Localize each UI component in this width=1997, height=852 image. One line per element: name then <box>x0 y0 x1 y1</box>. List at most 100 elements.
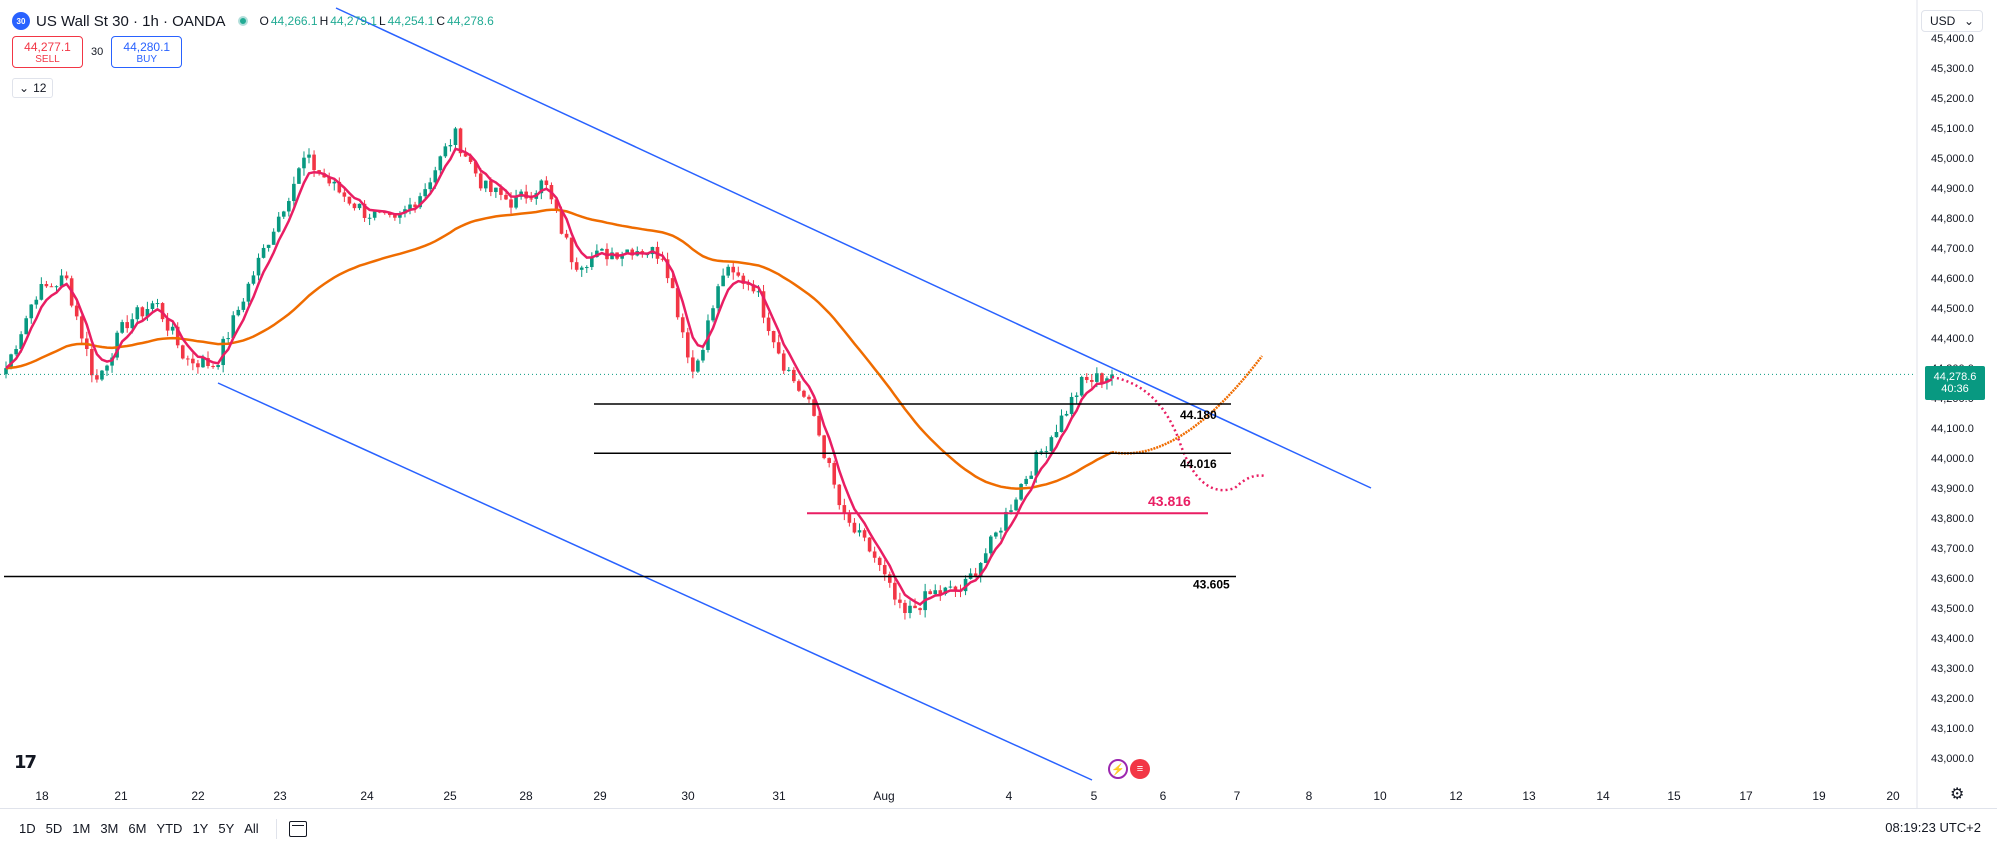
candle-body <box>443 146 448 157</box>
x-tick-label: 20 <box>1886 789 1900 803</box>
chart-canvas[interactable]: 43,000.0 43,100.0 43,200.0 43,300.0 43,400.0… <box>0 0 1997 808</box>
candle-body <box>584 267 589 269</box>
range-5y-button[interactable]: 5Y <box>218 821 235 836</box>
candle-body <box>297 168 301 184</box>
range-5d-button[interactable]: 5D <box>45 821 63 836</box>
candle-body <box>24 318 29 335</box>
candle-body <box>837 484 842 506</box>
range-6m-button[interactable]: 6M <box>128 821 147 836</box>
x-tick-label: 6 <box>1160 789 1167 803</box>
candle-body <box>943 587 948 595</box>
candle-body <box>342 192 347 197</box>
candle-body <box>428 182 433 190</box>
range-ytd-button[interactable]: YTD <box>156 821 183 836</box>
candle-body <box>74 305 79 317</box>
level-label: 43.816 <box>1148 493 1191 509</box>
candle-body <box>736 272 741 276</box>
candle-body <box>882 565 887 575</box>
x-tick-label: 17 <box>1739 789 1753 803</box>
candle-body <box>978 563 983 577</box>
candle-body <box>786 369 791 371</box>
chevron-down-icon: ⌄ <box>1963 14 1974 28</box>
candle-body <box>165 319 170 331</box>
candle-body <box>175 326 180 346</box>
candle-body <box>266 244 271 248</box>
y-tick-label: 43,200.0 <box>1931 693 1974 705</box>
candle-body <box>1095 373 1099 382</box>
candle-body <box>9 354 13 369</box>
x-tick-label: 8 <box>1306 789 1313 803</box>
range-all-button[interactable]: All <box>244 821 259 836</box>
candle-body <box>701 349 705 361</box>
level-label: 43.605 <box>1193 578 1230 592</box>
candle-body <box>766 317 771 332</box>
candle-body <box>792 369 796 382</box>
y-tick-label: 45,000.0 <box>1931 153 1974 165</box>
x-tick-label: 29 <box>593 789 607 803</box>
y-tick-label: 43,600.0 <box>1931 573 1974 585</box>
candle-body <box>140 307 145 317</box>
candle-body <box>155 303 160 305</box>
buy-button[interactable]: 44,280.1 BUY <box>111 36 183 68</box>
candle-body <box>1004 511 1008 531</box>
range-1m-button[interactable]: 1M <box>72 821 91 836</box>
us-flag-icon[interactable]: ≡ <box>1130 759 1150 779</box>
candle-body <box>847 512 852 523</box>
candle-body <box>206 358 210 366</box>
lightning-icon[interactable]: ⚡ <box>1108 759 1128 779</box>
candle-body <box>180 345 185 359</box>
candle-body <box>908 605 912 614</box>
candle-body <box>1079 376 1084 396</box>
candle-body <box>44 284 49 287</box>
market-status-icon[interactable] <box>237 16 248 26</box>
x-tick-label: 25 <box>443 789 457 803</box>
candle-body <box>842 505 847 513</box>
y-tick-label: 45,300.0 <box>1931 63 1974 75</box>
currency-select[interactable]: USD ⌄ <box>1921 10 1983 32</box>
bar-countdown: 40:36 <box>1941 383 1969 395</box>
y-tick-label: 44,700.0 <box>1931 243 1974 255</box>
symbol-title[interactable]: US Wall St 30 · 1h · OANDA <box>36 12 226 30</box>
events-markers[interactable]: ⚡ ≡ <box>1108 759 1150 779</box>
candle-body <box>337 181 342 193</box>
last-price-tag: 44,278.6 40:36 <box>1925 366 1985 400</box>
candle-body <box>721 275 725 287</box>
candle-body <box>1110 374 1114 379</box>
candle-body <box>130 319 135 329</box>
candle-body <box>1009 510 1013 512</box>
close-key: C <box>436 14 446 28</box>
candle-body <box>453 128 458 145</box>
candle-body <box>150 303 155 309</box>
candle-body <box>807 396 811 400</box>
candle-body <box>49 286 54 288</box>
y-tick-label: 44,800.0 <box>1931 213 1974 225</box>
candle-body <box>256 257 261 276</box>
range-1y-button[interactable]: 1Y <box>192 821 209 836</box>
range-3m-button[interactable]: 3M <box>100 821 119 836</box>
x-tick-label: 30 <box>681 789 695 803</box>
projection-path <box>1111 375 1266 492</box>
gear-icon[interactable]: ⚙ <box>1950 786 1965 803</box>
tradingview-logo-icon[interactable]: 17 <box>14 752 37 773</box>
candle-body <box>559 209 564 234</box>
candle-body <box>221 338 225 366</box>
candle-body <box>776 342 781 354</box>
candle-body <box>1064 413 1069 416</box>
sell-button[interactable]: 44,277.1 SELL <box>12 36 83 68</box>
x-tick-label: 7 <box>1234 789 1241 803</box>
candle-body <box>731 266 736 273</box>
close-value: 44,278.6 <box>447 14 494 28</box>
candle-body <box>494 187 498 193</box>
y-tick-label: 43,000.0 <box>1931 753 1974 765</box>
candle-body <box>872 551 877 558</box>
calendar-icon[interactable] <box>288 820 307 837</box>
range-1d-button[interactable]: 1D <box>19 821 36 836</box>
indicators-toggle-button[interactable]: ⌄ 12 <box>12 78 54 98</box>
candle-body <box>352 203 357 209</box>
x-tick-label: 5 <box>1091 789 1098 803</box>
candle-body <box>928 591 932 595</box>
y-tick-label: 44,500.0 <box>1931 303 1974 315</box>
candle-body <box>600 248 604 251</box>
candle-body <box>983 553 988 564</box>
utc-clock[interactable]: 08:19:23 UTC+2 <box>1885 820 1981 835</box>
